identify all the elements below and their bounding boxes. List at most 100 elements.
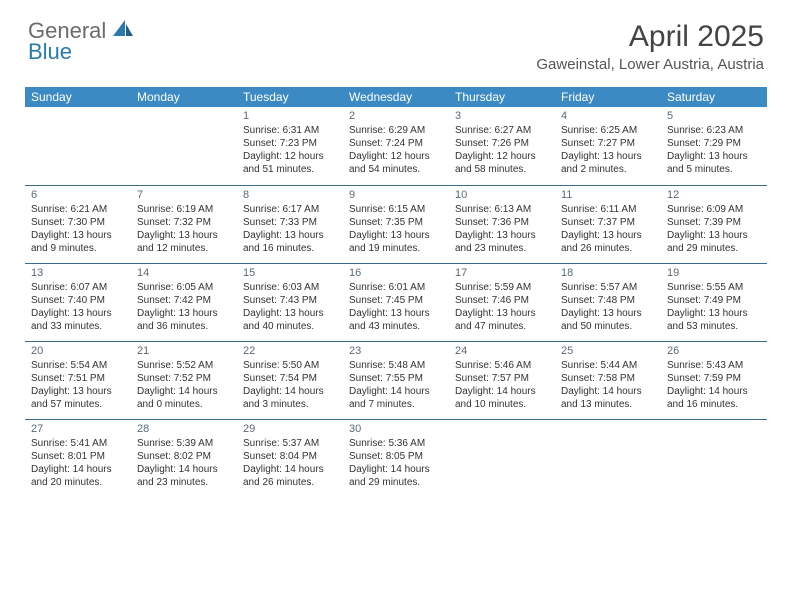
daylight-line: Daylight: 14 hours and 10 minutes. bbox=[455, 385, 549, 411]
day-number: 8 bbox=[243, 188, 337, 202]
day-number: 19 bbox=[667, 266, 761, 280]
sunset-line: Sunset: 7:54 PM bbox=[243, 372, 337, 385]
sunrise-line: Sunrise: 5:36 AM bbox=[349, 437, 443, 450]
day-header: Friday bbox=[555, 87, 661, 107]
daylight-line: Daylight: 14 hours and 0 minutes. bbox=[137, 385, 231, 411]
day-header: Tuesday bbox=[237, 87, 343, 107]
calendar-cell: 22Sunrise: 5:50 AMSunset: 7:54 PMDayligh… bbox=[237, 341, 343, 419]
calendar-cell: 5Sunrise: 6:23 AMSunset: 7:29 PMDaylight… bbox=[661, 107, 767, 185]
sunrise-line: Sunrise: 5:54 AM bbox=[31, 359, 125, 372]
sunset-line: Sunset: 7:55 PM bbox=[349, 372, 443, 385]
calendar-cell: 29Sunrise: 5:37 AMSunset: 8:04 PMDayligh… bbox=[237, 419, 343, 497]
daylight-line: Daylight: 14 hours and 13 minutes. bbox=[561, 385, 655, 411]
sunset-line: Sunset: 7:32 PM bbox=[137, 216, 231, 229]
sunset-line: Sunset: 8:02 PM bbox=[137, 450, 231, 463]
sunset-line: Sunset: 7:57 PM bbox=[455, 372, 549, 385]
calendar-cell: 28Sunrise: 5:39 AMSunset: 8:02 PMDayligh… bbox=[131, 419, 237, 497]
day-header: Sunday bbox=[25, 87, 131, 107]
daylight-line: Daylight: 13 hours and 16 minutes. bbox=[243, 229, 337, 255]
day-number: 29 bbox=[243, 422, 337, 436]
daylight-line: Daylight: 13 hours and 47 minutes. bbox=[455, 307, 549, 333]
sunset-line: Sunset: 7:24 PM bbox=[349, 137, 443, 150]
daylight-line: Daylight: 12 hours and 54 minutes. bbox=[349, 150, 443, 176]
calendar-cell bbox=[131, 107, 237, 185]
sunrise-line: Sunrise: 6:15 AM bbox=[349, 203, 443, 216]
calendar-cell: 25Sunrise: 5:44 AMSunset: 7:58 PMDayligh… bbox=[555, 341, 661, 419]
day-number: 9 bbox=[349, 188, 443, 202]
day-number: 5 bbox=[667, 109, 761, 123]
calendar-cell: 4Sunrise: 6:25 AMSunset: 7:27 PMDaylight… bbox=[555, 107, 661, 185]
day-number: 26 bbox=[667, 344, 761, 358]
sunset-line: Sunset: 7:59 PM bbox=[667, 372, 761, 385]
calendar-week-row: 20Sunrise: 5:54 AMSunset: 7:51 PMDayligh… bbox=[25, 341, 767, 419]
calendar-week-row: 27Sunrise: 5:41 AMSunset: 8:01 PMDayligh… bbox=[25, 419, 767, 497]
sunrise-line: Sunrise: 6:27 AM bbox=[455, 124, 549, 137]
day-number: 13 bbox=[31, 266, 125, 280]
daylight-line: Daylight: 12 hours and 51 minutes. bbox=[243, 150, 337, 176]
calendar-cell: 9Sunrise: 6:15 AMSunset: 7:35 PMDaylight… bbox=[343, 185, 449, 263]
daylight-line: Daylight: 13 hours and 40 minutes. bbox=[243, 307, 337, 333]
sunset-line: Sunset: 8:05 PM bbox=[349, 450, 443, 463]
daylight-line: Daylight: 13 hours and 29 minutes. bbox=[667, 229, 761, 255]
day-header: Thursday bbox=[449, 87, 555, 107]
sunrise-line: Sunrise: 5:39 AM bbox=[137, 437, 231, 450]
sunrise-line: Sunrise: 5:59 AM bbox=[455, 281, 549, 294]
day-number: 6 bbox=[31, 188, 125, 202]
calendar-cell: 21Sunrise: 5:52 AMSunset: 7:52 PMDayligh… bbox=[131, 341, 237, 419]
sunset-line: Sunset: 7:36 PM bbox=[455, 216, 549, 229]
calendar-cell: 11Sunrise: 6:11 AMSunset: 7:37 PMDayligh… bbox=[555, 185, 661, 263]
calendar-cell bbox=[449, 419, 555, 497]
calendar-cell: 10Sunrise: 6:13 AMSunset: 7:36 PMDayligh… bbox=[449, 185, 555, 263]
sunset-line: Sunset: 7:26 PM bbox=[455, 137, 549, 150]
sunset-line: Sunset: 7:46 PM bbox=[455, 294, 549, 307]
page-title: April 2025 bbox=[536, 20, 764, 54]
sunrise-line: Sunrise: 6:31 AM bbox=[243, 124, 337, 137]
day-number: 12 bbox=[667, 188, 761, 202]
sunset-line: Sunset: 7:33 PM bbox=[243, 216, 337, 229]
daylight-line: Daylight: 13 hours and 12 minutes. bbox=[137, 229, 231, 255]
day-number: 11 bbox=[561, 188, 655, 202]
daylight-line: Daylight: 13 hours and 2 minutes. bbox=[561, 150, 655, 176]
daylight-line: Daylight: 14 hours and 3 minutes. bbox=[243, 385, 337, 411]
sunset-line: Sunset: 7:37 PM bbox=[561, 216, 655, 229]
sunrise-line: Sunrise: 5:44 AM bbox=[561, 359, 655, 372]
day-number: 23 bbox=[349, 344, 443, 358]
calendar-cell: 3Sunrise: 6:27 AMSunset: 7:26 PMDaylight… bbox=[449, 107, 555, 185]
day-number: 28 bbox=[137, 422, 231, 436]
calendar-week-row: 13Sunrise: 6:07 AMSunset: 7:40 PMDayligh… bbox=[25, 263, 767, 341]
calendar-cell: 17Sunrise: 5:59 AMSunset: 7:46 PMDayligh… bbox=[449, 263, 555, 341]
calendar-cell: 2Sunrise: 6:29 AMSunset: 7:24 PMDaylight… bbox=[343, 107, 449, 185]
sunrise-line: Sunrise: 6:03 AM bbox=[243, 281, 337, 294]
calendar-cell: 30Sunrise: 5:36 AMSunset: 8:05 PMDayligh… bbox=[343, 419, 449, 497]
day-number: 14 bbox=[137, 266, 231, 280]
calendar-table: SundayMondayTuesdayWednesdayThursdayFrid… bbox=[25, 87, 767, 497]
sunset-line: Sunset: 7:27 PM bbox=[561, 137, 655, 150]
sunset-line: Sunset: 7:42 PM bbox=[137, 294, 231, 307]
daylight-line: Daylight: 12 hours and 58 minutes. bbox=[455, 150, 549, 176]
daylight-line: Daylight: 13 hours and 53 minutes. bbox=[667, 307, 761, 333]
calendar-header-row: SundayMondayTuesdayWednesdayThursdayFrid… bbox=[25, 87, 767, 107]
daylight-line: Daylight: 14 hours and 26 minutes. bbox=[243, 463, 337, 489]
sunrise-line: Sunrise: 6:13 AM bbox=[455, 203, 549, 216]
day-header: Wednesday bbox=[343, 87, 449, 107]
daylight-line: Daylight: 14 hours and 20 minutes. bbox=[31, 463, 125, 489]
day-number: 4 bbox=[561, 109, 655, 123]
daylight-line: Daylight: 14 hours and 16 minutes. bbox=[667, 385, 761, 411]
sunrise-line: Sunrise: 6:25 AM bbox=[561, 124, 655, 137]
calendar-cell: 15Sunrise: 6:03 AMSunset: 7:43 PMDayligh… bbox=[237, 263, 343, 341]
daylight-line: Daylight: 13 hours and 5 minutes. bbox=[667, 150, 761, 176]
sunrise-line: Sunrise: 5:57 AM bbox=[561, 281, 655, 294]
calendar-cell: 23Sunrise: 5:48 AMSunset: 7:55 PMDayligh… bbox=[343, 341, 449, 419]
sunrise-line: Sunrise: 5:52 AM bbox=[137, 359, 231, 372]
sunset-line: Sunset: 7:52 PM bbox=[137, 372, 231, 385]
day-number: 30 bbox=[349, 422, 443, 436]
sunset-line: Sunset: 8:01 PM bbox=[31, 450, 125, 463]
daylight-line: Daylight: 13 hours and 33 minutes. bbox=[31, 307, 125, 333]
calendar-cell bbox=[661, 419, 767, 497]
day-number: 15 bbox=[243, 266, 337, 280]
sunset-line: Sunset: 7:23 PM bbox=[243, 137, 337, 150]
calendar-week-row: 1Sunrise: 6:31 AMSunset: 7:23 PMDaylight… bbox=[25, 107, 767, 185]
day-number: 17 bbox=[455, 266, 549, 280]
calendar-cell: 1Sunrise: 6:31 AMSunset: 7:23 PMDaylight… bbox=[237, 107, 343, 185]
sunrise-line: Sunrise: 5:46 AM bbox=[455, 359, 549, 372]
